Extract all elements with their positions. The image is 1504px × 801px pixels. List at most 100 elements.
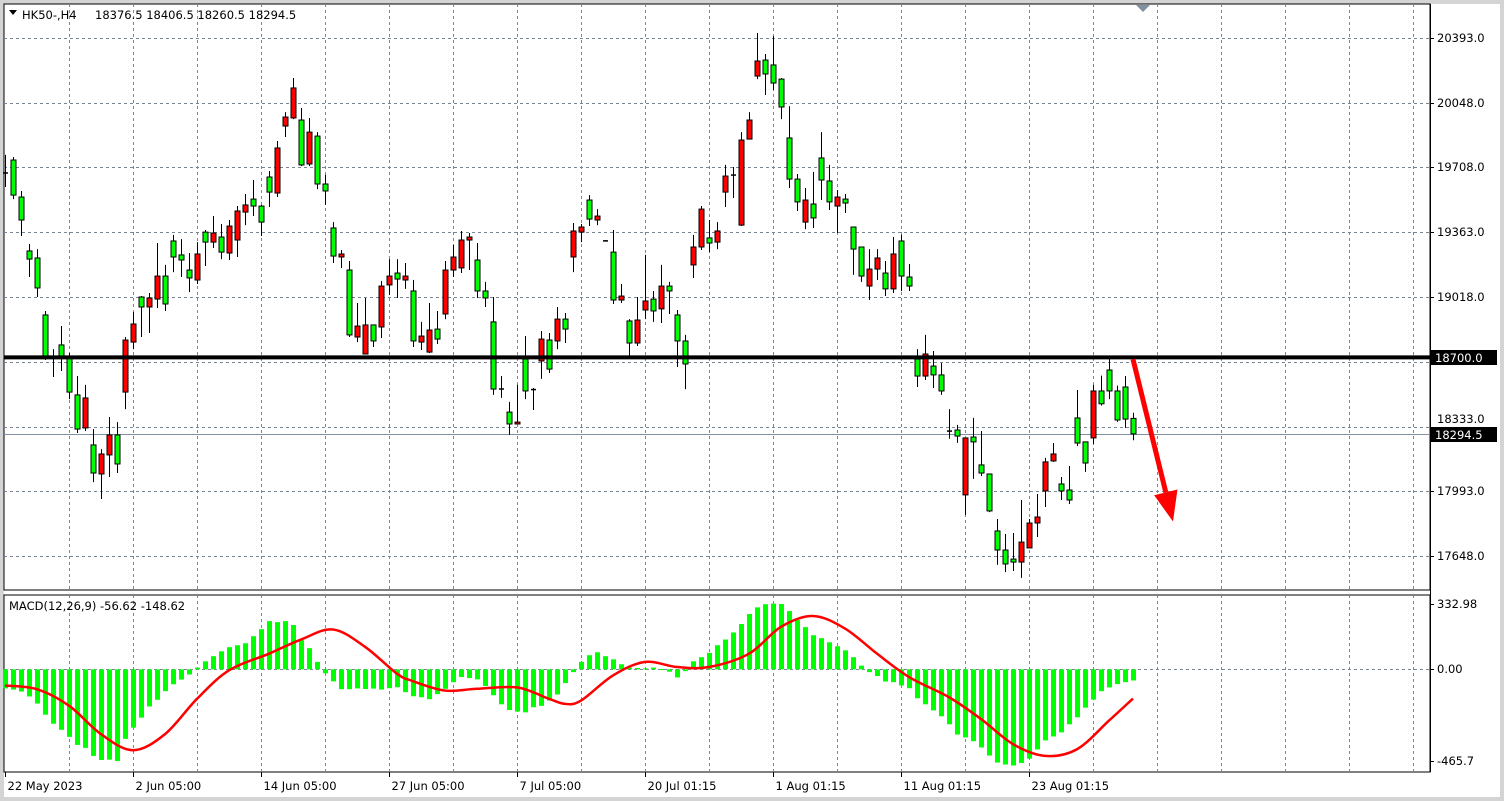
macd-histogram-bar bbox=[1027, 669, 1032, 759]
macd-histogram-bar bbox=[83, 669, 88, 748]
candle-bearish bbox=[970, 436, 977, 443]
candle-bearish bbox=[370, 324, 377, 342]
candle-bearish bbox=[762, 59, 769, 75]
macd-histogram-bar bbox=[227, 647, 232, 670]
macd-histogram-bar bbox=[19, 669, 24, 692]
candle-bearish bbox=[818, 157, 825, 181]
time-axis-label: 2 Jun 05:00 bbox=[136, 779, 202, 793]
candle-bullish bbox=[426, 329, 433, 353]
macd-histogram-bar bbox=[539, 669, 544, 706]
candle-bearish bbox=[58, 344, 65, 358]
candle-bullish bbox=[130, 323, 137, 343]
macd-histogram-bar bbox=[659, 668, 664, 670]
candle-bullish bbox=[466, 236, 473, 241]
down-arrow-head-icon[interactable] bbox=[1154, 489, 1178, 522]
macd-histogram-bar bbox=[1035, 669, 1040, 750]
triangle-down-icon[interactable] bbox=[9, 10, 17, 15]
macd-histogram-bar bbox=[755, 607, 760, 670]
candle-bullish bbox=[642, 300, 649, 311]
macd-histogram-bar bbox=[123, 669, 128, 739]
macd-histogram-bar bbox=[443, 669, 448, 689]
macd-histogram-bar bbox=[379, 669, 384, 690]
macd-histogram-bar bbox=[1051, 669, 1056, 737]
candle-bullish bbox=[450, 256, 457, 271]
macd-histogram-bar bbox=[739, 624, 744, 670]
candle-bearish bbox=[706, 237, 713, 244]
macd-histogram-bar bbox=[243, 643, 248, 670]
macd-histogram-bar bbox=[819, 638, 824, 670]
down-arrow-shaft[interactable] bbox=[1130, 358, 1169, 493]
macd-histogram-bar bbox=[731, 632, 736, 670]
macd-histogram-bar bbox=[3, 669, 8, 689]
macd-histogram-bar bbox=[331, 669, 336, 682]
candle-bearish bbox=[882, 272, 889, 290]
time-axis-label: 7 Jul 05:00 bbox=[520, 779, 582, 793]
candle-bearish bbox=[778, 78, 785, 108]
macd-histogram-bar bbox=[683, 669, 688, 672]
macd-histogram-bar bbox=[1003, 669, 1008, 765]
price-axis-label: 17648.0 bbox=[1437, 549, 1485, 563]
macd-histogram-bar bbox=[827, 642, 832, 670]
candle-bearish bbox=[34, 257, 41, 289]
time-axis-label: 11 Aug 01:15 bbox=[904, 779, 982, 793]
macd-histogram-bar bbox=[875, 669, 880, 677]
candle-bearish bbox=[202, 231, 209, 243]
macd-histogram-bar bbox=[563, 669, 568, 684]
candle-bullish bbox=[154, 275, 161, 300]
candle-bearish bbox=[826, 180, 833, 203]
price-axis-label: 20048.0 bbox=[1437, 96, 1485, 110]
candle-bullish bbox=[634, 319, 641, 344]
price-axis-label: 19708.0 bbox=[1437, 160, 1485, 174]
candle-bullish bbox=[690, 246, 697, 266]
candle-bullish bbox=[82, 397, 89, 429]
candle-bullish bbox=[98, 453, 105, 475]
macd-histogram-bar bbox=[195, 667, 200, 670]
macd-histogram-bar bbox=[1131, 669, 1136, 681]
candle-bullish bbox=[890, 253, 897, 290]
macd-histogram-bar bbox=[483, 669, 488, 687]
macd-histogram-bar bbox=[787, 611, 792, 670]
level-price-tag-label: 18700.0 bbox=[1435, 351, 1483, 365]
macd-histogram-bar bbox=[475, 669, 480, 680]
macd-histogram-bar bbox=[707, 652, 712, 670]
macd-histogram-bar bbox=[355, 669, 360, 689]
candle-bullish bbox=[722, 175, 729, 193]
candle-bullish bbox=[290, 87, 297, 119]
macd-histogram-bar bbox=[579, 661, 584, 670]
macd-histogram-bar bbox=[619, 664, 624, 670]
candle-bearish bbox=[66, 356, 73, 393]
candle-bullish bbox=[1018, 541, 1025, 563]
candle-bearish bbox=[298, 119, 305, 166]
macd-histogram-bar bbox=[531, 669, 536, 708]
macd-histogram-bar bbox=[843, 650, 848, 670]
macd-histogram-bar bbox=[315, 661, 320, 670]
candle-bullish bbox=[106, 434, 113, 456]
macd-histogram-bar bbox=[891, 669, 896, 683]
macd-histogram-bar bbox=[187, 669, 192, 675]
candle-bearish bbox=[626, 320, 633, 344]
candle-bullish bbox=[418, 335, 425, 343]
candle-bearish bbox=[90, 444, 97, 474]
candle-bullish bbox=[1090, 390, 1097, 439]
chart-shift-marker-icon[interactable] bbox=[1136, 5, 1150, 12]
macd-histogram-bar bbox=[1091, 669, 1096, 700]
candle-bullish bbox=[714, 230, 721, 243]
candle-bearish bbox=[930, 365, 937, 376]
level-price-tag bbox=[1431, 350, 1497, 365]
macd-histogram-bar bbox=[171, 669, 176, 685]
macd-histogram-bar bbox=[363, 669, 368, 689]
candle-bullish bbox=[578, 226, 585, 233]
macd-histogram-bar bbox=[667, 669, 672, 672]
macd-histogram-bar bbox=[587, 655, 592, 670]
candle-bearish bbox=[682, 340, 689, 365]
macd-histogram-bar bbox=[323, 669, 328, 674]
candle-bearish bbox=[1098, 390, 1105, 405]
macd-histogram-bar bbox=[795, 620, 800, 670]
macd-histogram-bar bbox=[267, 621, 272, 670]
candle-bullish bbox=[378, 285, 385, 328]
price-axis-label: 18333.0 bbox=[1437, 412, 1485, 426]
macd-histogram-bar bbox=[1059, 669, 1064, 733]
macd-signal-line bbox=[4, 614, 1134, 758]
